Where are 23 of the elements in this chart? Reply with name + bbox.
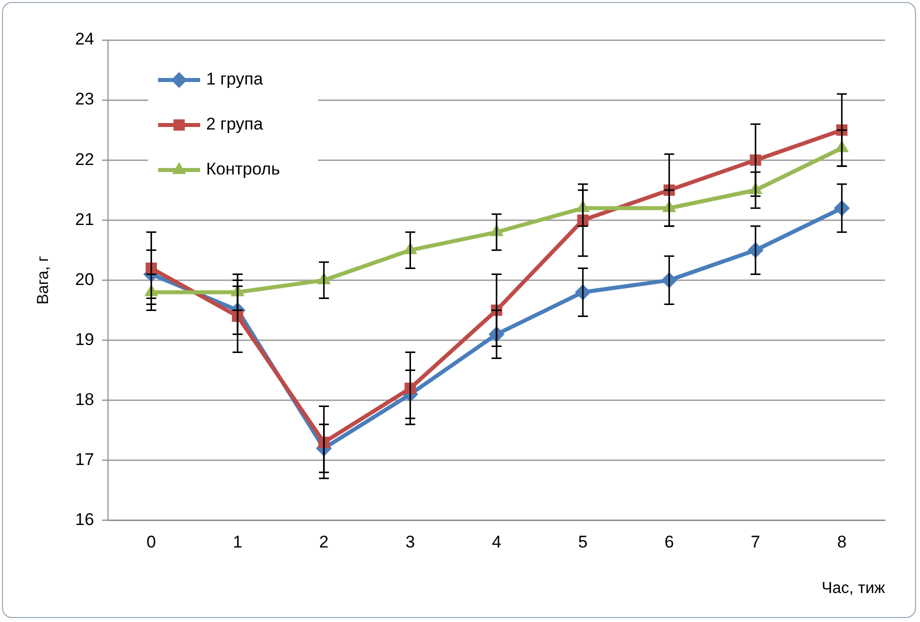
y-tick-label: 23	[75, 90, 94, 109]
x-tick-label: 8	[837, 532, 847, 552]
y-tick-label: 22	[75, 150, 94, 169]
y-tick-label: 20	[75, 270, 94, 289]
x-tick-label: 2	[319, 532, 329, 552]
x-tick-label: 5	[578, 532, 588, 552]
y-tick-label: 17	[75, 450, 94, 470]
legend-label: Контроль	[206, 160, 280, 179]
y-tick-label: 19	[75, 330, 94, 349]
legend-label: 1 група	[206, 70, 264, 89]
x-axis-title: Час, тиж	[822, 580, 886, 597]
y-tick-label: 21	[75, 210, 94, 229]
x-tick-label: 0	[146, 532, 156, 552]
x-tick-label: 4	[492, 532, 502, 552]
x-tick-label: 3	[406, 532, 415, 552]
x-tick-label: 7	[750, 532, 760, 552]
legend-label: 2 група	[206, 114, 264, 134]
y-tick-label: 24	[75, 30, 94, 49]
y-axis-title: Вага, г	[35, 256, 52, 305]
y-tick-label: 18	[75, 390, 94, 409]
x-tick-label: 6	[664, 532, 674, 552]
x-tick-label: 1	[232, 532, 242, 552]
y-tick-label: 16	[75, 510, 94, 530]
